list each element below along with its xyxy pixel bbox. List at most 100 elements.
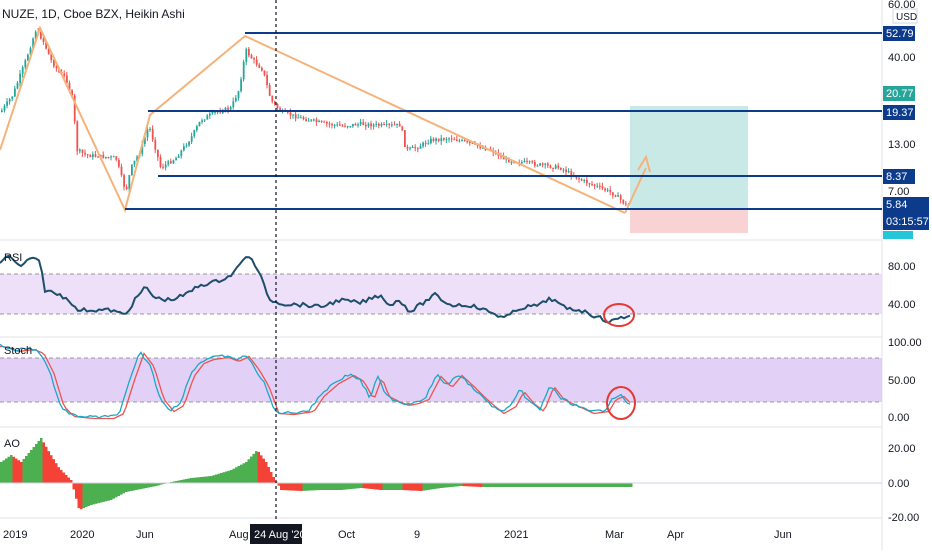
stoch-k-line[interactable] [0,343,631,419]
ao-bar [307,483,310,491]
candle [541,163,544,165]
candle [362,122,365,125]
stoch-circle-annotation[interactable] [606,386,636,420]
candle [549,165,552,168]
ao-bar [97,483,100,504]
ao-bar [515,483,518,487]
candle [469,141,471,144]
candle [575,176,578,179]
currency-label: USD [896,12,917,23]
ao-bar [395,483,398,490]
price-axis[interactable]: 60.00 USD 40.00 13.00 7.00 52.79 20.77 1… [883,0,929,239]
ao-bar [147,483,150,488]
currency-box[interactable] [892,8,918,24]
candle [326,121,328,124]
stoch-axis[interactable]: 100.00 50.00 0.00 [888,337,922,424]
candle [8,99,11,102]
ao-bar [500,483,503,487]
ao-bar [362,483,365,489]
candle [131,164,133,176]
profit-zone[interactable] [630,106,748,209]
ao-bar [527,483,530,487]
candle [424,142,427,144]
ao-bar [265,462,268,483]
ao-bar [185,479,188,483]
candle [313,119,315,121]
candles-group [1,27,630,207]
rsi-axis[interactable]: 80.00 40.00 [888,261,916,311]
candle [352,123,354,127]
candle [346,126,349,128]
candle [34,31,37,39]
ao-bar [285,483,288,491]
ao-bar [142,483,145,489]
candle [164,164,167,168]
zigzag-line[interactable] [0,25,626,214]
candle [193,130,196,137]
rsi-line[interactable] [0,254,631,324]
ao-bar [25,456,28,483]
candle [432,138,435,141]
candle [242,61,245,80]
ao-bar [70,480,73,483]
candle [27,54,29,61]
candle [526,160,528,162]
ao-bar [77,483,80,509]
ao-bar [512,483,515,487]
ao-bar [112,483,115,499]
ao-bar [247,459,250,483]
ao-bar [382,483,385,490]
candle [261,67,263,71]
candle [289,112,292,116]
time-tick-2021: 2021 [504,529,528,541]
candle [79,149,81,152]
ao-bar [607,483,610,487]
ao-bar [22,459,25,483]
ao-bar [615,483,618,487]
ao-bar [212,475,215,483]
price-tag-52 [883,26,915,41]
ao-bar [565,483,568,487]
ao-bar [477,483,480,487]
ao-bar [295,483,298,491]
candle [175,157,177,161]
candle [583,179,586,181]
candle [565,169,567,173]
candle [604,188,606,191]
candle [354,123,357,126]
ao-bar [140,483,143,489]
rsi-circle-annotation[interactable] [603,303,635,327]
ao-bar [572,483,575,487]
candle [617,195,619,197]
ao-axis[interactable]: 20.00 0.00 -20.00 [888,443,919,524]
ao-bar [130,483,133,491]
ao-title: AO [4,438,20,450]
ao-bar [372,483,375,490]
time-axis[interactable]: 2019 2020 Jun Aug 24 Aug '20 Oct 9 2021 … [3,524,792,544]
candle [305,119,307,122]
stoch-d-line[interactable] [0,345,631,420]
ao-bar [87,483,90,507]
ao-bar [525,483,528,487]
ao-bar [455,483,458,487]
ao-bar [80,483,83,510]
ao-bar [290,483,293,491]
candle [411,147,414,149]
candle [365,124,367,127]
ao-bar [227,470,230,483]
candle [339,124,341,126]
ao-tick-0: 0.00 [888,478,909,490]
ao-bar [407,483,410,491]
price-tag-8 [883,169,915,184]
candle [29,48,32,55]
candle [209,113,211,116]
candle [144,137,146,145]
time-tick-mar: Mar [605,529,624,541]
candle [92,154,94,158]
ao-bar [497,483,500,487]
time-tick-jun: Jun [136,529,154,541]
loss-zone[interactable] [630,209,748,233]
candle [406,146,409,149]
ao-bar [197,477,200,483]
